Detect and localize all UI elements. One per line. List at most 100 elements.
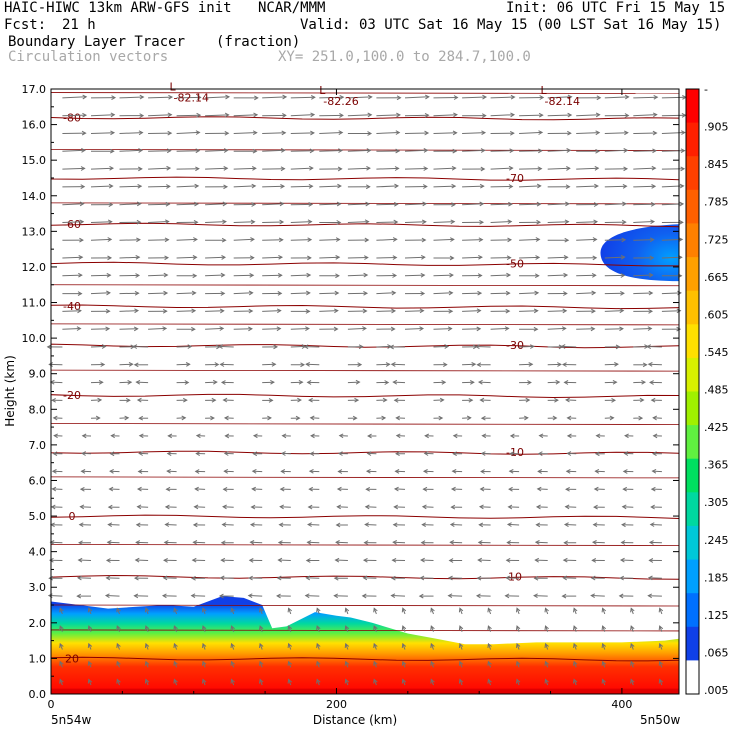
vector-arrowhead [601, 625, 607, 631]
vector-arrow [62, 114, 87, 117]
vector-arrowhead [358, 344, 364, 350]
temperature-contour-minor [50, 202, 680, 205]
vector-arrow [404, 328, 424, 330]
vector-arrowhead [251, 183, 257, 189]
vector-arrowhead [107, 255, 113, 261]
vector-arrowhead [479, 201, 485, 207]
vector-arrow [519, 292, 539, 295]
vector-arrow [462, 310, 481, 312]
vector-arrowhead [133, 593, 139, 599]
vector-arrowhead [251, 166, 257, 171]
y-tick-label: 1.0 [29, 652, 47, 665]
vector-arrow [223, 506, 234, 508]
vector-arrow [490, 150, 514, 152]
vector-arrowhead [430, 607, 435, 613]
vector-arrowhead [202, 642, 207, 648]
vector-arrowhead [214, 362, 220, 367]
x-start-location: 5n54w [51, 713, 92, 727]
vector-arrowhead [339, 94, 345, 100]
vector-arrow [148, 167, 171, 170]
vector-arrow [90, 185, 113, 188]
vector-arrowhead [167, 130, 173, 136]
vector-arrowhead [658, 607, 664, 613]
vector-arrow [519, 238, 540, 241]
vector-arrow [80, 506, 92, 508]
vector-arrowhead [516, 678, 521, 684]
y-tick-label: 13.0 [22, 225, 47, 238]
vector-arrow [519, 203, 541, 206]
vector-arrowhead [259, 607, 264, 613]
vector-arrowhead [194, 183, 200, 189]
vector-arrow [604, 363, 618, 366]
vector-arrowhead [167, 112, 173, 118]
vector-arrowhead [59, 642, 64, 648]
tracer-boundary-layer [51, 596, 679, 694]
vector-arrowhead [658, 678, 664, 684]
vector-arrowhead [538, 112, 544, 118]
vector-arrow [252, 488, 263, 490]
vector-arrowhead [478, 504, 484, 510]
vector-arrowhead [194, 201, 199, 207]
vector-arrowhead [97, 397, 103, 403]
vector-arrowhead [562, 557, 568, 563]
vector-arrow [490, 167, 513, 170]
vector-arrowhead [144, 625, 150, 631]
vector-arrowhead [419, 326, 425, 332]
vector-arrowhead [271, 362, 277, 367]
cross-section-xy: XY= 251.0,100.0 to 284.7,100.0 [278, 49, 531, 65]
vector-arrowhead [136, 219, 142, 225]
vector-arrow [433, 114, 457, 117]
init-time: Init: 06 UTC Fri 15 May 15 [506, 0, 726, 16]
vector-arrow [450, 541, 463, 544]
vector-arrow [433, 345, 449, 348]
vector-arrowhead [277, 540, 283, 545]
vector-arrowhead [305, 309, 311, 314]
vector-arrow [376, 114, 400, 117]
vector-arrowhead [565, 201, 570, 207]
colorbar-swatch [686, 525, 699, 560]
vector-arrow [219, 345, 234, 348]
vector-arrow [404, 132, 429, 134]
vector-arrowhead [448, 308, 454, 314]
vector-arrowhead [560, 344, 566, 349]
colorbar-label: .905 [704, 121, 729, 134]
colorbar-label: .005 [704, 684, 729, 697]
vector-arrowhead [163, 290, 169, 296]
vector-arrowhead [281, 130, 287, 136]
vector-arrowhead [420, 272, 426, 278]
vector-arrowhead [439, 397, 445, 403]
vector-arrow [633, 167, 656, 170]
vector-arrow [479, 506, 491, 508]
vector-arrowhead [393, 486, 399, 492]
temperature-contour--20 [50, 393, 680, 399]
vector-arrow [604, 310, 624, 312]
vector-arrowhead [249, 522, 255, 528]
vector-arrow [119, 310, 139, 312]
vector-arrow [119, 239, 140, 241]
vector-arrowhead [506, 522, 512, 527]
colorbar-label: .545 [704, 346, 729, 359]
vector-arrowhead [623, 130, 629, 136]
vector-arrowhead [649, 237, 655, 243]
vector-arrowhead [401, 607, 407, 613]
vector-arrowhead [139, 113, 145, 119]
vector-arrow [475, 346, 491, 348]
vector-arrowhead [394, 469, 400, 474]
vector-arrowhead [104, 593, 110, 599]
vector-arrowhead [478, 522, 484, 528]
vector-arrowhead [144, 678, 150, 684]
temperature-contour--80 [50, 116, 680, 121]
vector-arrowhead [279, 219, 285, 225]
vector-arrow [661, 96, 686, 99]
vector-arrowhead [373, 678, 378, 684]
vector-arrowhead [136, 237, 141, 243]
vector-arrow [604, 185, 627, 188]
vector-arrow [262, 310, 281, 312]
vector-arrowhead [392, 379, 398, 385]
vector-arrowhead [278, 522, 284, 528]
vector-arrowhead [590, 575, 596, 581]
colorbar-swatch [686, 425, 699, 460]
vector-arrowhead [442, 362, 448, 368]
vector-arrowhead [363, 290, 369, 296]
